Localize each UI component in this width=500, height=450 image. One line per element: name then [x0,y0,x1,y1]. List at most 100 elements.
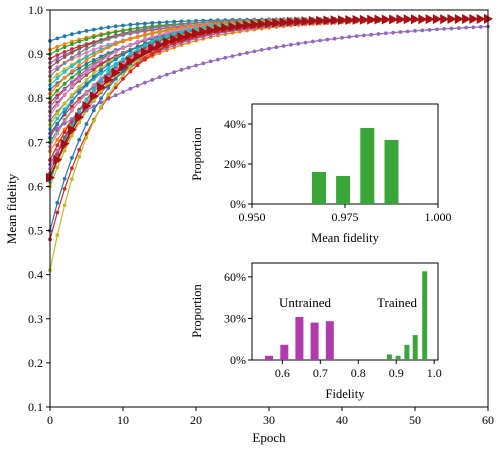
data-point [164,72,169,77]
triangle-marker [279,17,289,28]
data-point [55,126,60,131]
triangle-marker [104,74,114,85]
triangle-marker [345,15,355,25]
inset2-bar-untrained [295,317,304,360]
data-point [55,122,60,127]
data-point [281,44,286,48]
data-point [435,27,439,32]
triangle-marker [119,61,128,72]
inset2-bar-untrained [265,355,274,360]
triangle-marker [170,34,180,45]
data-point [106,37,111,41]
data-point [405,29,410,34]
data-point [99,62,103,67]
inset2-x-tick-label: 0.9 [389,366,404,380]
data-point [84,43,89,48]
data-point [84,82,89,87]
data-point [230,54,235,58]
data-point [164,24,169,28]
data-point [106,92,111,97]
data-point [62,121,67,126]
data-point [201,61,206,66]
data-point [91,71,96,76]
data-point [172,26,177,31]
triangle-marker [432,14,442,25]
data-point [77,148,82,152]
triangle-marker [396,14,406,25]
data-point [113,30,118,34]
data-point [55,103,60,107]
triangle-marker [60,138,70,149]
x-tick-label: 50 [409,413,421,427]
inset2-x-tick-label: 0.7 [313,366,328,380]
inset1-x-tick-label: 0.975 [332,210,359,224]
data-point [99,96,103,101]
data-point [121,32,125,37]
data-point [106,25,111,30]
triangle-marker [462,14,472,24]
triangle-marker [359,14,369,25]
data-point [128,65,133,69]
triangle-marker [177,32,187,43]
data-point [157,33,162,37]
data-point [164,44,169,49]
inset1-axes: 0.950 0.975 1.000 0% 20% 40% [224,117,452,224]
inset2-x-tick-label: 0.6 [275,366,290,380]
data-point [157,29,162,34]
data-point [77,53,82,58]
data-point [55,165,60,170]
data-point [55,88,60,93]
triangle-marker [476,14,486,24]
data-point [471,25,476,30]
untrained-annotation: Untrained [279,295,331,310]
data-point [442,27,447,31]
inset1-bar [360,128,375,204]
x-tick-label: 30 [263,413,275,427]
data-point [55,56,60,61]
data-point [128,69,133,74]
series-33 [48,24,490,136]
data-point [84,65,89,69]
data-point [84,46,89,51]
data-point [84,73,89,77]
data-point [91,40,96,45]
triangle-marker [228,21,238,32]
data-point [340,35,344,40]
data-point [157,36,162,41]
triangle-marker [75,112,85,123]
data-point [55,116,60,121]
data-point [150,52,155,57]
data-point [70,108,74,113]
data-point [113,93,118,98]
triangle-marker [243,20,253,30]
data-point [121,73,125,77]
data-point [128,48,133,53]
data-point [55,210,60,215]
data-point [91,108,96,113]
data-point [398,30,403,34]
data-point [179,22,184,27]
data-point [121,90,125,94]
triangle-marker [111,67,121,78]
data-point [150,30,155,35]
data-point [164,20,169,24]
inset2-bar-trained [404,344,410,360]
data-point [77,30,82,35]
data-point [84,90,89,95]
data-point [91,27,96,32]
y-tick-label: 0.9 [28,47,43,61]
data-point [252,49,257,54]
data-point [77,39,82,44]
data-point [121,28,125,33]
data-point [172,70,177,75]
inset1-bar [384,140,399,204]
data-point [113,24,118,29]
triangle-marker [67,124,77,135]
triangle-marker [155,40,165,51]
data-point [456,26,461,30]
triangle-marker [352,14,362,25]
data-point [106,70,111,74]
data-point [62,34,67,39]
data-point [55,111,60,116]
